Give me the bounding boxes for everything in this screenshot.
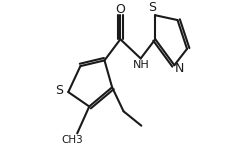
Text: NH: NH	[133, 60, 150, 70]
Text: O: O	[115, 3, 125, 16]
Text: CH3: CH3	[62, 135, 83, 145]
Text: S: S	[55, 84, 63, 97]
Text: N: N	[175, 62, 184, 75]
Text: S: S	[148, 1, 156, 14]
